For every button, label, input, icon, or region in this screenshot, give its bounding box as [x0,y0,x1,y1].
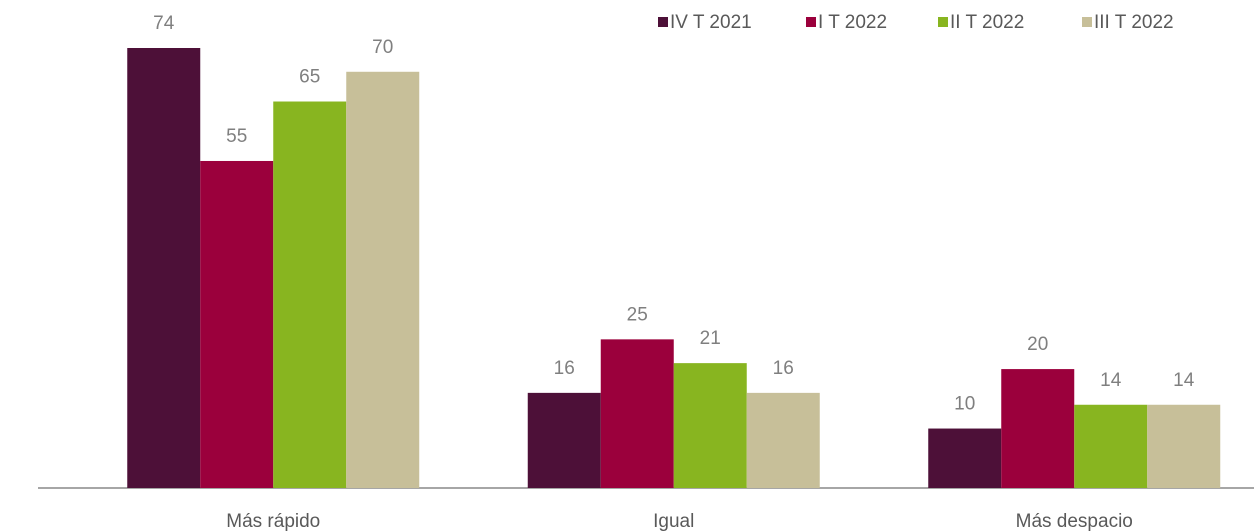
bar [1074,404,1148,488]
data-label: 20 [1027,334,1048,355]
legend-label: II T 2022 [950,12,1024,33]
data-label: 25 [627,304,648,325]
legend-label: I T 2022 [818,12,887,33]
data-label: 70 [372,37,393,58]
bar [673,363,747,488]
bar [527,392,601,488]
x-tick-label: Más despacio [1016,511,1133,532]
data-label: 14 [1173,370,1195,391]
data-label: 10 [954,394,975,415]
bar [1147,404,1221,488]
bar [273,101,347,488]
legend-swatch [658,17,668,27]
bar [928,428,1002,488]
legend-label: III T 2022 [1094,12,1174,33]
data-label: 16 [773,358,794,379]
data-label: 21 [700,328,721,349]
data-label: 65 [299,67,320,88]
data-label: 55 [226,126,247,147]
bar [127,48,201,488]
bar [1001,369,1075,488]
legend-swatch [806,17,816,27]
data-label: 14 [1100,370,1122,391]
bar [346,71,420,488]
legend-label: IV T 2021 [670,12,752,33]
x-tick-label: Más rápido [226,511,320,532]
bar [746,392,820,488]
data-label: 16 [554,358,575,379]
bar [200,160,274,489]
legend-swatch [1082,17,1092,27]
bar [600,339,674,488]
data-label: 74 [153,13,175,34]
x-tick-label: Igual [653,511,694,532]
legend-swatch [938,17,948,27]
